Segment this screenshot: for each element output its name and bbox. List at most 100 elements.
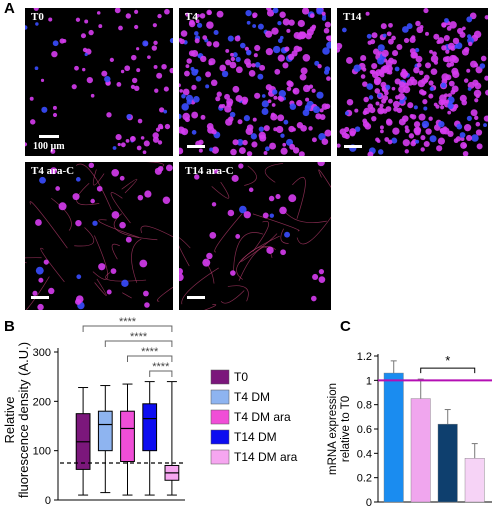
cell (147, 55, 151, 60)
cell-field (25, 8, 173, 155)
cell (72, 193, 80, 201)
cell (209, 147, 214, 152)
cell (446, 62, 452, 68)
cell (409, 113, 414, 119)
cell (474, 115, 479, 121)
cell (442, 99, 447, 104)
cell (41, 106, 48, 113)
cell (199, 13, 206, 19)
cell (429, 135, 437, 143)
cell (245, 127, 254, 135)
y-tick-label: 0 (45, 495, 51, 507)
cell (424, 62, 431, 69)
cell (198, 148, 203, 153)
cell (393, 106, 399, 112)
cell (111, 168, 120, 177)
cell (391, 86, 396, 91)
cell (282, 18, 290, 26)
cell (302, 109, 310, 117)
cell (463, 123, 472, 132)
cell (157, 123, 164, 130)
neurite (111, 243, 120, 260)
cell (30, 119, 36, 125)
cell (195, 19, 200, 24)
cell (318, 268, 325, 275)
cell (120, 142, 126, 148)
cell (243, 115, 250, 122)
significance-bracket (104, 340, 173, 347)
neurite (227, 285, 249, 302)
cell (134, 9, 139, 14)
cell (240, 42, 246, 49)
cell (377, 44, 385, 52)
cell (144, 190, 152, 198)
cell (296, 122, 304, 129)
cell (261, 108, 269, 115)
neurite (252, 213, 300, 232)
cell (305, 32, 312, 40)
cell (317, 162, 325, 167)
cell (126, 114, 132, 120)
cell (318, 276, 326, 283)
neurite (25, 257, 42, 264)
cell (398, 81, 406, 88)
cell (402, 139, 410, 147)
cell (88, 162, 95, 169)
cell (195, 76, 202, 82)
cell (484, 75, 488, 81)
box-plot-chart: Relativefluorescence density (A.U.) 0 100… (2, 316, 298, 507)
cell (243, 211, 251, 219)
cell (392, 100, 400, 108)
cell (277, 95, 283, 101)
neurite (204, 304, 217, 310)
cell (279, 206, 287, 215)
cell (298, 151, 305, 156)
cell (98, 263, 106, 271)
cell (387, 139, 393, 145)
cell (455, 136, 462, 142)
cell (391, 137, 398, 144)
cell (414, 126, 422, 134)
cell (325, 35, 331, 41)
cell (154, 88, 159, 93)
cell (279, 35, 284, 40)
cell (90, 198, 95, 204)
cell (309, 13, 315, 18)
cell (466, 16, 473, 23)
cell (450, 89, 456, 95)
cell (473, 89, 482, 98)
cell (374, 88, 381, 94)
cell (236, 139, 244, 146)
cell (266, 246, 274, 254)
cell (377, 107, 385, 115)
cell (245, 9, 252, 17)
cell (229, 61, 237, 69)
cell (409, 36, 416, 44)
cell (82, 67, 86, 72)
cell (206, 21, 214, 29)
cell (251, 63, 256, 68)
legend-swatch (210, 429, 230, 445)
cell (238, 163, 244, 169)
cell (380, 129, 384, 134)
y-axis-label-line: fluorescence density (A.U.) (16, 342, 31, 498)
legend-label: T0 (234, 370, 248, 384)
significance-stars: **** (141, 346, 159, 358)
cell (35, 219, 42, 226)
cell (259, 64, 266, 71)
cell (266, 8, 272, 11)
neurite (51, 197, 72, 231)
neurite (236, 235, 280, 280)
cell-field (179, 162, 331, 310)
cell (185, 94, 194, 102)
cell (366, 83, 374, 90)
cell (387, 38, 394, 45)
cell (321, 16, 327, 21)
neurite (280, 228, 289, 244)
cell (404, 128, 410, 134)
cell (428, 116, 433, 121)
cell (227, 35, 234, 42)
neurite (220, 290, 245, 304)
neurite (29, 201, 68, 249)
cell (51, 50, 58, 58)
